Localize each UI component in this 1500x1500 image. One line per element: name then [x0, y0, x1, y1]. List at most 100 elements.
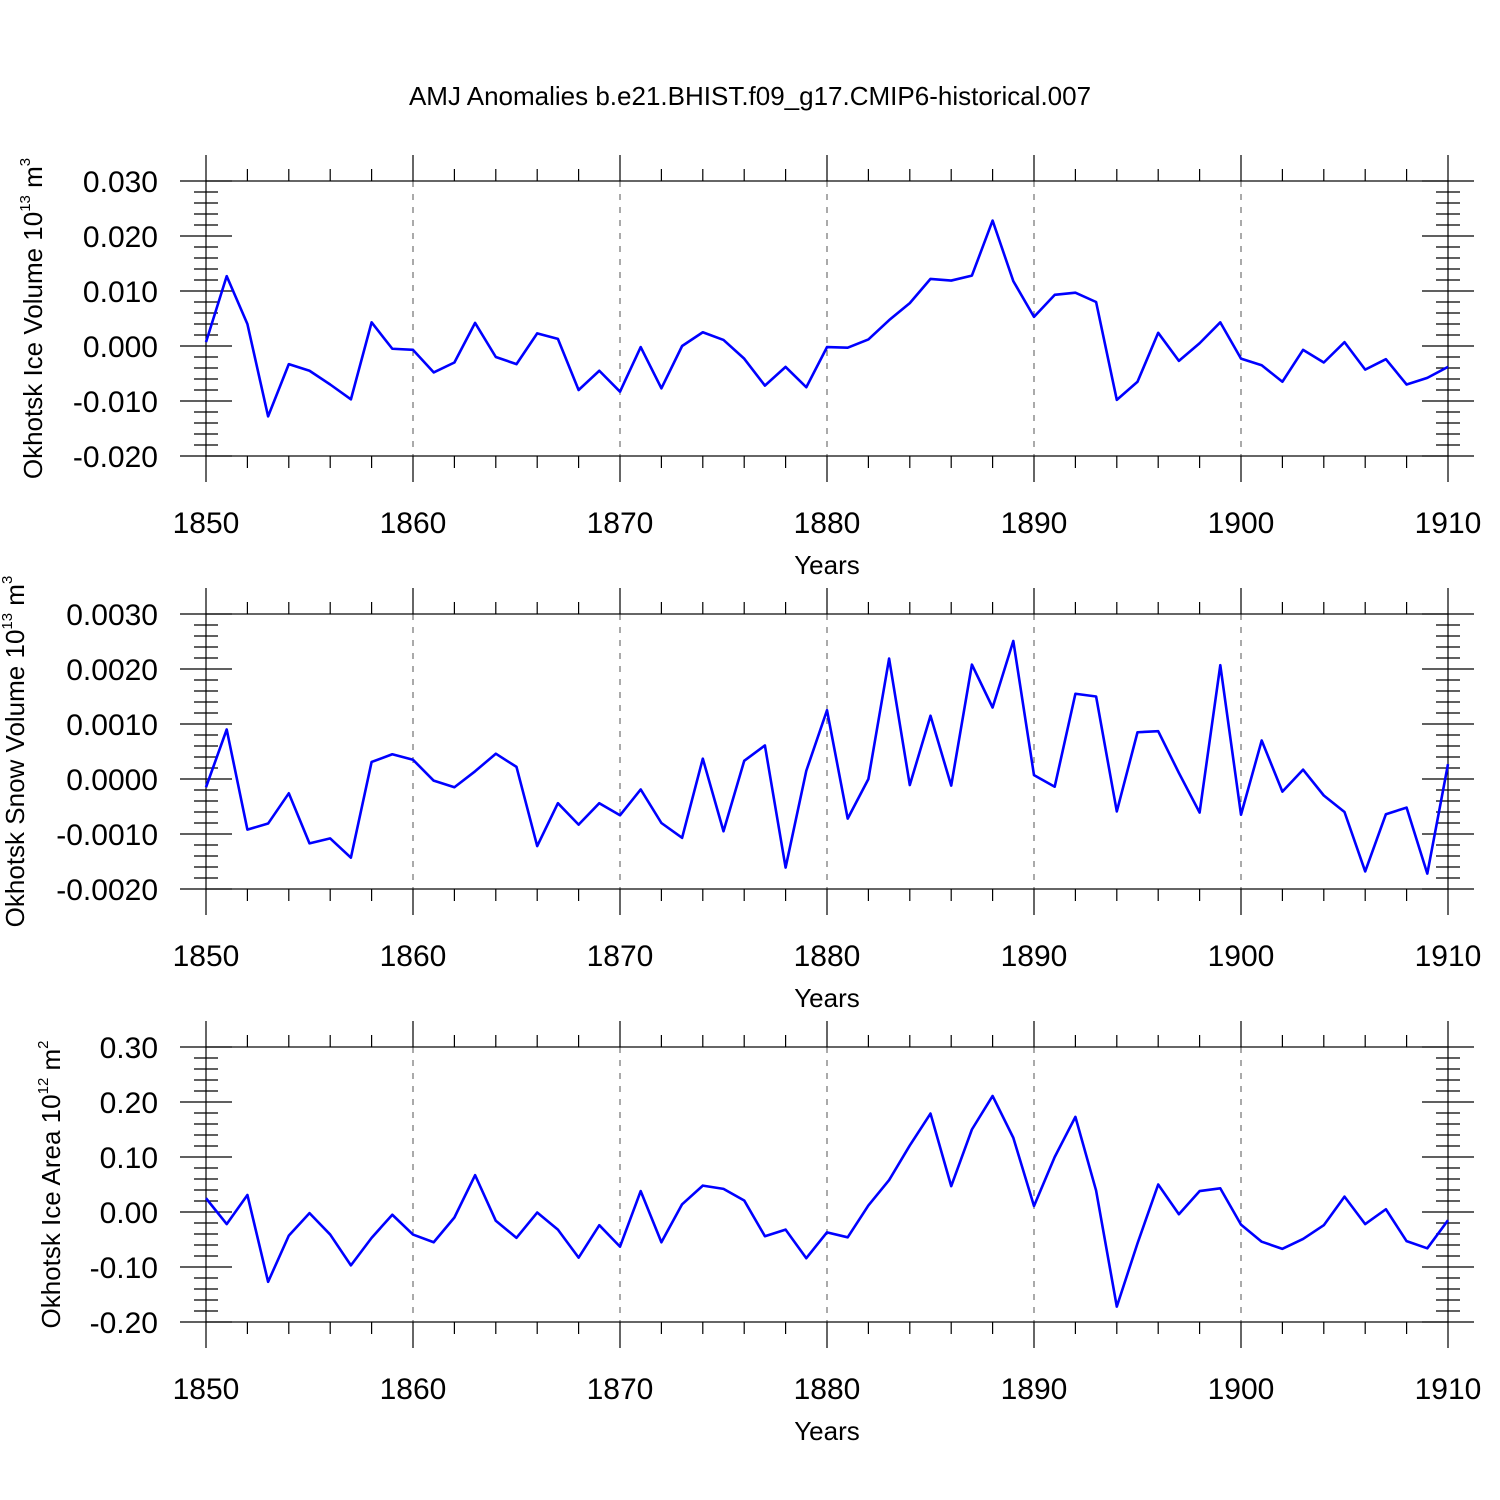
data-point: [991, 219, 995, 223]
data-point: [949, 784, 953, 788]
panel-ice-volume: -0.020 -0.010 0.000 0.010 0.020 0.030 1850 1860…: [17, 155, 1481, 580]
data-point: [1156, 1183, 1160, 1187]
data-point: [1405, 383, 1409, 387]
data-point: [328, 1233, 332, 1237]
data-point: [597, 1223, 601, 1227]
x-tick-label: 1870: [587, 507, 654, 540]
y-tick-label: 0.00: [100, 1197, 158, 1230]
data-point: [1177, 359, 1181, 363]
data-point: [639, 787, 643, 791]
data-point: [970, 274, 974, 278]
data-point: [1322, 361, 1326, 365]
x-tick-label: 1890: [1001, 1373, 1068, 1406]
data-point: [1218, 663, 1222, 667]
data-point: [929, 714, 933, 718]
data-point: [701, 757, 705, 761]
data-point: [225, 1222, 229, 1226]
data-point: [287, 1234, 291, 1238]
data-point: [1343, 810, 1347, 814]
data-point: [1218, 320, 1222, 324]
data-point: [432, 370, 436, 374]
data-point: [204, 340, 208, 344]
data-point: [784, 866, 788, 870]
data-point: [1198, 341, 1202, 345]
data-point: [515, 362, 519, 366]
data-point: [494, 1219, 498, 1223]
x-tick-label: 1890: [1001, 940, 1068, 973]
data-point: [515, 765, 519, 769]
data-point: [742, 1198, 746, 1202]
x-tick-label: 1880: [794, 1373, 861, 1406]
data-point: [308, 1211, 312, 1215]
data-point: [452, 785, 456, 789]
data-point: [722, 338, 726, 342]
data-point: [639, 345, 643, 349]
data-point: [597, 369, 601, 373]
data-point: [1053, 785, 1057, 789]
x-axis-title: Years: [794, 550, 860, 580]
data-point: [1363, 1222, 1367, 1226]
x-tick-label: 1850: [173, 1373, 240, 1406]
y-tick-label: 0.030: [83, 166, 158, 199]
data-point: [370, 1236, 374, 1240]
data-point: [494, 752, 498, 756]
y-tick-label: -0.0010: [56, 819, 158, 852]
series-line-snow-volume: [204, 639, 1450, 875]
data-point: [929, 277, 933, 281]
data-point: [908, 1143, 912, 1147]
data-point: [349, 1263, 353, 1267]
data-point: [577, 1256, 581, 1260]
data-point: [432, 1240, 436, 1244]
data-point: [1136, 1241, 1140, 1245]
data-point: [411, 758, 415, 762]
data-point: [887, 318, 891, 322]
data-point: [742, 357, 746, 361]
data-point: [949, 1184, 953, 1188]
data-point: [452, 361, 456, 365]
y-tick-label: 0.010: [83, 276, 158, 309]
data-point: [1343, 1195, 1347, 1199]
y-tick-label: 0.0000: [66, 764, 158, 797]
x-axis-title: Years: [794, 983, 860, 1013]
data-point: [287, 791, 291, 795]
data-point: [846, 1235, 850, 1239]
series-line-ice-area: [204, 1094, 1450, 1308]
y-tick-label: -0.020: [73, 441, 158, 474]
data-point: [763, 384, 767, 388]
data-point: [349, 856, 353, 860]
data-point: [390, 1213, 394, 1217]
x-tick-label: 1850: [173, 507, 240, 540]
data-point: [1363, 368, 1367, 372]
data-point: [1280, 790, 1284, 794]
data-point: [535, 844, 539, 848]
data-point: [866, 777, 870, 781]
data-point: [784, 1228, 788, 1232]
data-point: [722, 829, 726, 833]
data-point: [991, 1094, 995, 1098]
data-point: [1425, 376, 1429, 380]
data-point: [908, 783, 912, 787]
data-point: [1405, 1239, 1409, 1243]
data-point: [1032, 773, 1036, 777]
data-point: [970, 663, 974, 667]
x-tick-label: 1870: [587, 940, 654, 973]
data-point: [370, 320, 374, 324]
data-point: [1198, 811, 1202, 815]
data-point: [1425, 1246, 1429, 1250]
y-tick-label: 0.20: [100, 1087, 158, 1120]
data-point: [742, 759, 746, 763]
data-point: [1177, 771, 1181, 775]
figure-title: AMJ Anomalies b.e21.BHIST.f09_g17.CMIP6-…: [409, 81, 1091, 111]
data-point: [1260, 1240, 1264, 1244]
data-point: [846, 817, 850, 821]
data-point: [659, 821, 663, 825]
data-point: [1136, 730, 1140, 734]
data-point: [1198, 1189, 1202, 1193]
data-point: [1384, 812, 1388, 816]
x-tick-label: 1860: [380, 940, 447, 973]
data-point: [1446, 365, 1450, 369]
data-point: [659, 386, 663, 390]
data-point: [825, 345, 829, 349]
data-point: [1218, 1186, 1222, 1190]
data-point: [370, 760, 374, 764]
